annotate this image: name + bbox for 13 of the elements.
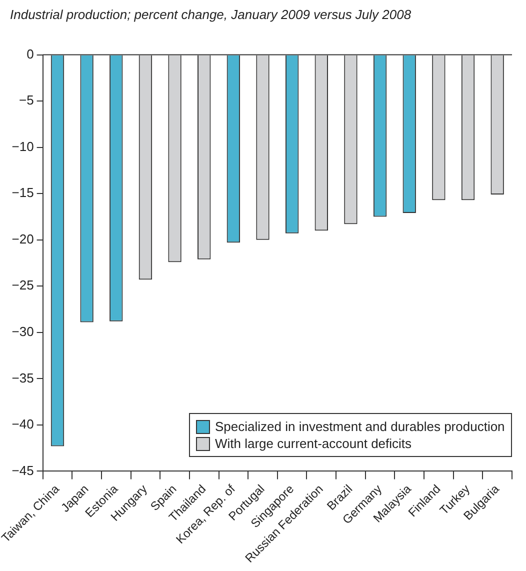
y-tick-label: −40	[12, 416, 34, 432]
y-tick-label: −15	[12, 185, 34, 200]
legend-label: Specialized in investment and durables production	[215, 419, 505, 434]
y-tick-label: −20	[12, 231, 34, 246]
chart-title: Industrial production; percent change, January 2009 versus July 2008	[10, 6, 412, 23]
y-tick-label: −35	[12, 370, 34, 386]
y-tick-label: −25	[12, 278, 34, 293]
y-tick-label: −45	[12, 462, 34, 478]
y-tick-label: −10	[12, 138, 34, 154]
y-tick-label: 0	[26, 46, 34, 62]
y-tick-label: −30	[12, 324, 34, 340]
legend-label: With large current-account deficits	[215, 436, 412, 452]
y-tick-label: −5	[18, 92, 34, 108]
